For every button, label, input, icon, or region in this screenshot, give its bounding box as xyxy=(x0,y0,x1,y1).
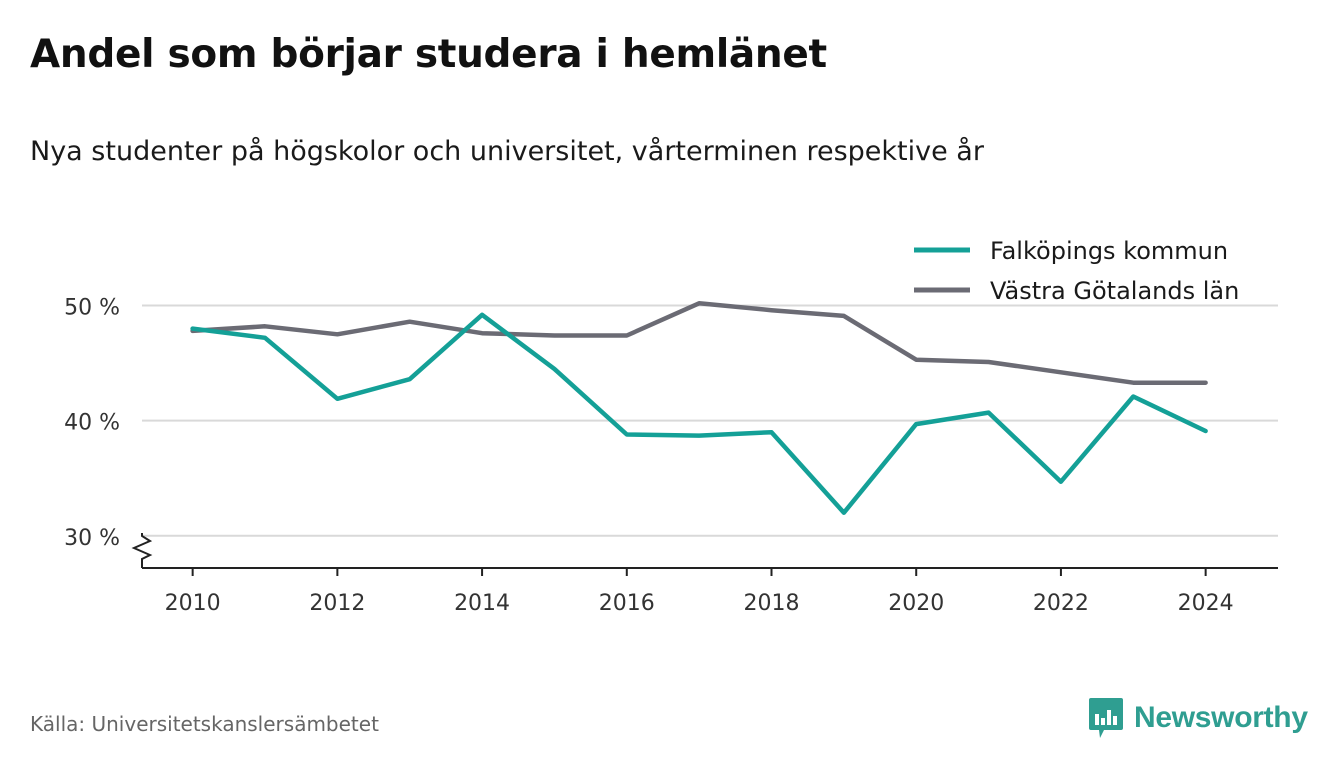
series-line-falkoping xyxy=(190,312,1208,515)
series-layer xyxy=(190,301,1208,515)
legend: Falköpings kommun Västra Götalands län xyxy=(900,230,1268,305)
y-tick-label: 30 % xyxy=(64,526,120,551)
newsworthy-logo-icon xyxy=(1089,698,1123,738)
legend-label: Falköpings kommun xyxy=(990,237,1228,265)
chart-title: Andel som börjar studera i hemlänet xyxy=(30,32,827,77)
series-line-vastra-gotaland xyxy=(190,301,1208,385)
chart-subtitle: Nya studenter på högskolor och universit… xyxy=(30,136,984,167)
source-note: Källa: Universitetskanslersämbetet xyxy=(30,712,379,736)
x-tick-label: 2020 xyxy=(888,591,944,616)
y-axis-break-icon xyxy=(131,533,153,568)
brand-name: Newsworthy xyxy=(1134,701,1308,734)
x-tick-label: 2024 xyxy=(1178,591,1234,616)
legend-label: Västra Götalands län xyxy=(990,277,1239,305)
brand-logo: Newsworthy xyxy=(1088,696,1308,740)
x-tick-label: 2014 xyxy=(454,591,510,616)
y-tick-label: 50 % xyxy=(64,296,120,321)
x-tick-label: 2016 xyxy=(599,591,655,616)
x-tick-label: 2022 xyxy=(1033,591,1089,616)
axis-layer: 30 % 40 % 50 % 2010 2012 2014 2016 2018 2020 2022… xyxy=(64,296,1278,616)
x-tick-label: 2012 xyxy=(309,591,365,616)
y-tick-label: 40 % xyxy=(64,411,120,436)
x-tick-label: 2010 xyxy=(165,591,221,616)
grid-layer xyxy=(142,304,1278,537)
x-tick-label: 2018 xyxy=(744,591,800,616)
